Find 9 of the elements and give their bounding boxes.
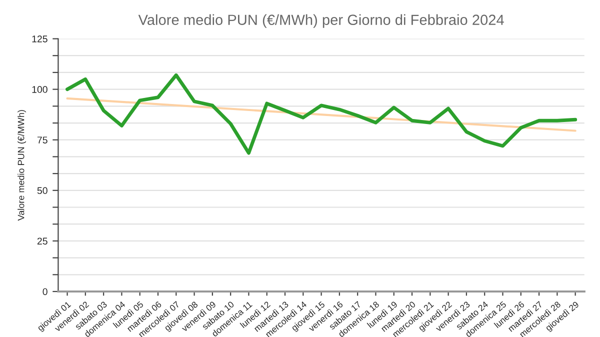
- y-tick-label: 25: [37, 238, 48, 245]
- y-axis-title: Valore medio PUN (€/MWh): [18, 110, 26, 221]
- y-tick-label: 125: [32, 35, 48, 42]
- y-tick-label: 75: [37, 136, 48, 144]
- y-tick-label: 0: [42, 288, 48, 296]
- line-series: [66, 73, 578, 155]
- y-tick-label: 50: [37, 187, 48, 194]
- chart-title: Valore medio PUN (€/MWh) per Giorno di Febbraio 2024: [138, 14, 504, 28]
- y-tick-label: 100: [32, 86, 48, 93]
